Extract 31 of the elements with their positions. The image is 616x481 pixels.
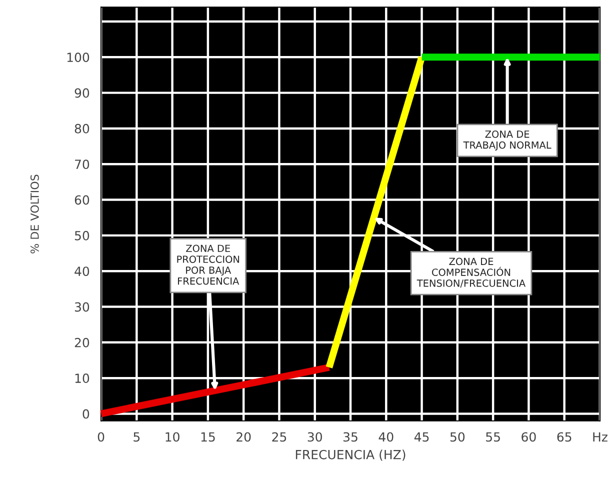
x-tick-label: 15 bbox=[201, 432, 215, 442]
x-tick-label: 60 bbox=[522, 432, 536, 442]
y-tick-label: 60 bbox=[74, 195, 90, 205]
x-tick-label: 30 bbox=[308, 432, 322, 442]
y-tick-label: 10 bbox=[75, 374, 90, 384]
y-tick-label: 20 bbox=[74, 338, 90, 348]
x-tick-label: 35 bbox=[344, 432, 358, 442]
annotation: ZONA DE COMPENSACIÓN TENSION/FRECUENCIA bbox=[416, 258, 526, 288]
annotation: ZONA DE TRABAJO NORMAL bbox=[463, 130, 552, 151]
x-tick-label: 45 bbox=[414, 432, 429, 442]
y-tick-label: 40 bbox=[74, 266, 90, 276]
y-tick-label: 90 bbox=[74, 88, 90, 98]
y-tick-label: 100 bbox=[67, 52, 90, 62]
x-tick-label: 5 bbox=[134, 432, 140, 442]
y-tick-label: 30 bbox=[74, 302, 90, 312]
x-tick-label: 20 bbox=[236, 432, 251, 442]
x-tick-label: 40 bbox=[378, 432, 394, 442]
x-tick-label: Hz bbox=[593, 432, 608, 442]
y-tick-label: 50 bbox=[74, 230, 90, 240]
annotation: ZONA DE PROTECCION POR BAJA FRECUENCIA bbox=[177, 244, 240, 285]
y-axis-title: % DE VOLTIOS bbox=[30, 174, 39, 254]
y-tick-label: 80 bbox=[74, 124, 90, 134]
x-tick-label: 10 bbox=[166, 432, 180, 442]
y-tick-label: 70 bbox=[75, 160, 90, 170]
x-axis-title: FRECUENCIA (HZ) bbox=[296, 450, 406, 461]
x-tick-label: 65 bbox=[557, 432, 572, 442]
x-tick-label: 55 bbox=[486, 432, 500, 442]
y-tick-label: 0 bbox=[82, 409, 90, 419]
x-tick-label: 0 bbox=[98, 432, 104, 442]
x-tick-label: 50 bbox=[450, 432, 465, 442]
x-tick-label: 25 bbox=[272, 432, 286, 442]
